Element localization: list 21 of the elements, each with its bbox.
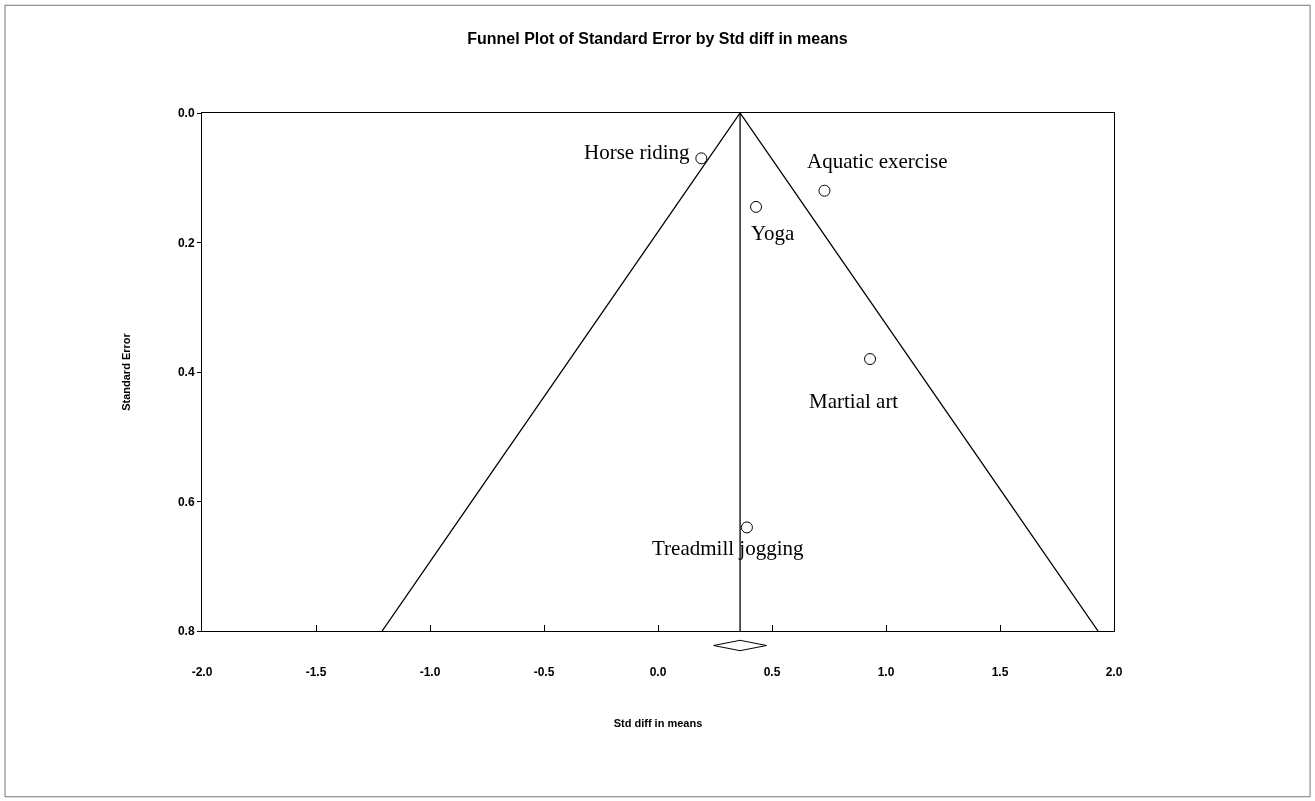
x-tick-label: 2.0 [1105, 665, 1123, 680]
y-tick-label: 0.2 [177, 235, 195, 250]
x-tick-label: 1.5 [991, 665, 1009, 680]
x-tick-label: 0.0 [649, 665, 667, 680]
x-tick-label: -1.5 [305, 665, 327, 680]
x-tick-label: 0.5 [763, 665, 781, 680]
x-tick-label: -0.5 [533, 665, 555, 680]
annotation: Aquatic exercise [807, 149, 948, 173]
y-tick-label: 0.8 [177, 624, 195, 639]
annotation: Martial art [809, 389, 899, 413]
x-axis-title: Std diff in means [613, 716, 703, 729]
y-tick-label: 0.6 [177, 494, 195, 509]
x-tick-label: -2.0 [191, 665, 213, 680]
chart-title: Funnel Plot of Standard Error by Std diff in means [467, 29, 848, 47]
annotation: Horse riding [584, 140, 691, 164]
y-tick-label: 0.4 [177, 365, 195, 380]
y-tick-label: 0.0 [177, 106, 195, 121]
x-tick-label: 1.0 [877, 665, 895, 680]
x-tick-label: -1.0 [419, 665, 441, 680]
annotation: Yoga [751, 221, 796, 245]
y-axis-title: Standard Error [119, 332, 132, 411]
